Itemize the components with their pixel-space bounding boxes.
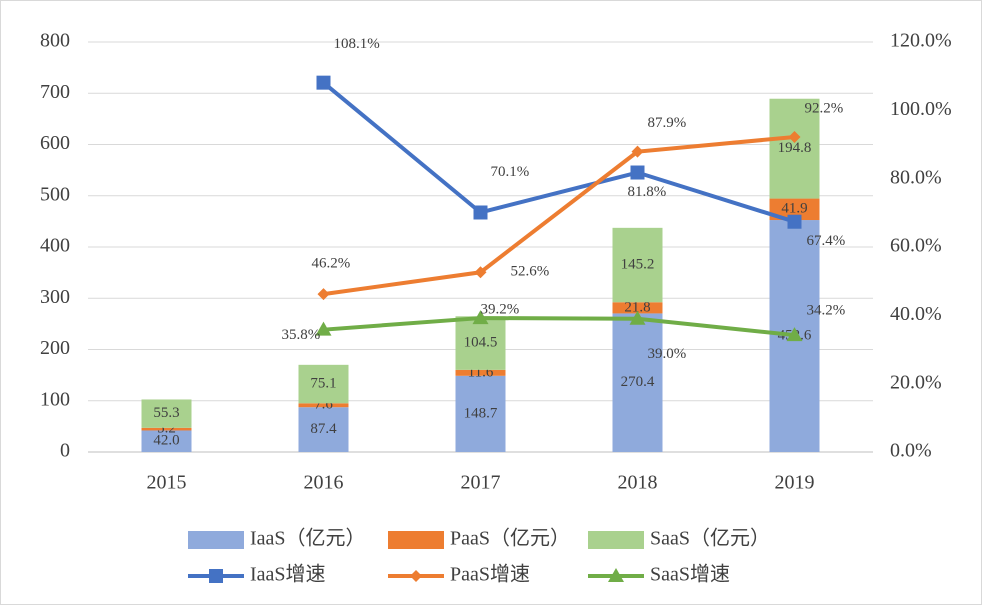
- bar: [612, 227, 663, 303]
- legend-swatch: [588, 531, 644, 549]
- legend-swatch: [388, 531, 444, 549]
- line-value-label: 39.0%: [648, 346, 687, 362]
- bar-value-label: 55.3: [153, 405, 179, 421]
- bar: [141, 427, 192, 431]
- bar-value-label: 42.0: [153, 433, 179, 449]
- bar: [612, 313, 663, 452]
- y2-tick-label: 40.0%: [890, 303, 942, 325]
- bar: [141, 430, 192, 452]
- bar: [298, 403, 349, 408]
- line-marker: [315, 321, 332, 336]
- y-tick-label: 300: [40, 286, 70, 308]
- bar: [769, 198, 820, 221]
- legend-label: SaaS（亿元）: [650, 527, 770, 550]
- line-value-label: 87.9%: [648, 115, 687, 131]
- line: [323, 316, 795, 338]
- line-value-label: 52.6%: [511, 264, 550, 280]
- line-marker: [473, 205, 488, 220]
- y-tick-label: 700: [40, 81, 70, 103]
- y2-tick-label: 100.0%: [890, 98, 952, 120]
- y-tick-label: 600: [40, 132, 70, 154]
- line-value-label: 70.1%: [491, 164, 530, 180]
- line-value-label: 67.4%: [807, 233, 846, 249]
- x-tick-label: 2016: [304, 472, 344, 494]
- line-value-label: 39.2%: [481, 302, 520, 318]
- bar-value-label: 145.2: [621, 256, 655, 272]
- x-tick-label: 2017: [461, 472, 501, 494]
- legend-swatch: [188, 531, 244, 549]
- bar-value-label: 194.8: [778, 140, 812, 156]
- bar: [141, 399, 192, 428]
- line-value-label: 34.2%: [807, 303, 846, 319]
- legend-label: IaaS（亿元）: [250, 527, 366, 550]
- y-tick-label: 200: [40, 337, 70, 359]
- y-tick-label: 400: [40, 235, 70, 257]
- line-marker: [316, 75, 331, 90]
- y-tick-label: 500: [40, 183, 70, 205]
- bar-value-label: 21.8: [624, 299, 650, 315]
- legend-label: PaaS增速: [450, 563, 530, 586]
- bar: [769, 98, 820, 199]
- line: [323, 134, 795, 297]
- line-marker: [630, 165, 645, 180]
- line-marker: [631, 145, 644, 158]
- line-marker: [472, 310, 489, 325]
- bar-value-label: 41.9: [781, 201, 807, 217]
- legend-label: IaaS增速: [250, 563, 326, 586]
- line-value-label: 35.8%: [282, 327, 321, 343]
- line-value-label: 81.8%: [628, 184, 667, 200]
- bar-value-label: 75.1: [310, 376, 336, 392]
- y2-tick-label: 0.0%: [890, 440, 932, 462]
- y2-tick-label: 60.0%: [890, 235, 942, 257]
- line-marker: [786, 327, 803, 342]
- bar: [455, 316, 506, 370]
- line-marker: [787, 214, 802, 229]
- line: [322, 81, 796, 224]
- legend-marker: [410, 570, 422, 582]
- y-tick-label: 0: [60, 440, 70, 462]
- legend-label: PaaS（亿元）: [450, 527, 570, 550]
- legend-marker: [608, 568, 624, 582]
- bar: [298, 364, 349, 404]
- bar: [455, 369, 506, 376]
- bar: [612, 302, 663, 314]
- line-marker: [788, 130, 801, 143]
- bar-value-label: 87.4: [310, 421, 337, 437]
- y2-tick-label: 20.0%: [890, 371, 942, 393]
- x-tick-label: 2018: [618, 472, 658, 494]
- bar-value-label: 270.4: [621, 374, 655, 390]
- line-marker: [629, 310, 646, 325]
- y-tick-label: 100: [40, 388, 70, 410]
- line-marker: [474, 266, 487, 279]
- x-tick-label: 2019: [775, 472, 815, 494]
- x-tick-label: 2015: [147, 472, 187, 494]
- y-tick-label: 800: [40, 30, 70, 52]
- bar: [455, 375, 506, 452]
- line-marker: [317, 288, 330, 301]
- line-value-label: 92.2%: [805, 100, 844, 116]
- line-value-label: 46.2%: [312, 256, 351, 272]
- bar: [298, 407, 349, 452]
- bar-value-label: 148.7: [464, 405, 498, 421]
- y2-tick-label: 120.0%: [890, 30, 952, 52]
- line-value-label: 108.1%: [334, 36, 380, 52]
- bar-value-label: 104.5: [464, 335, 498, 351]
- y2-tick-label: 80.0%: [890, 166, 942, 188]
- legend-label: SaaS增速: [650, 563, 730, 586]
- legend-marker: [209, 569, 223, 583]
